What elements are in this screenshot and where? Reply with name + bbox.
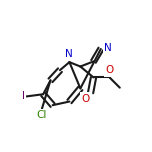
Text: O: O: [81, 93, 89, 104]
Text: O: O: [105, 65, 114, 75]
Text: N: N: [104, 43, 112, 53]
Text: Cl: Cl: [36, 110, 47, 120]
Text: I: I: [22, 92, 25, 101]
Text: N: N: [65, 49, 73, 59]
